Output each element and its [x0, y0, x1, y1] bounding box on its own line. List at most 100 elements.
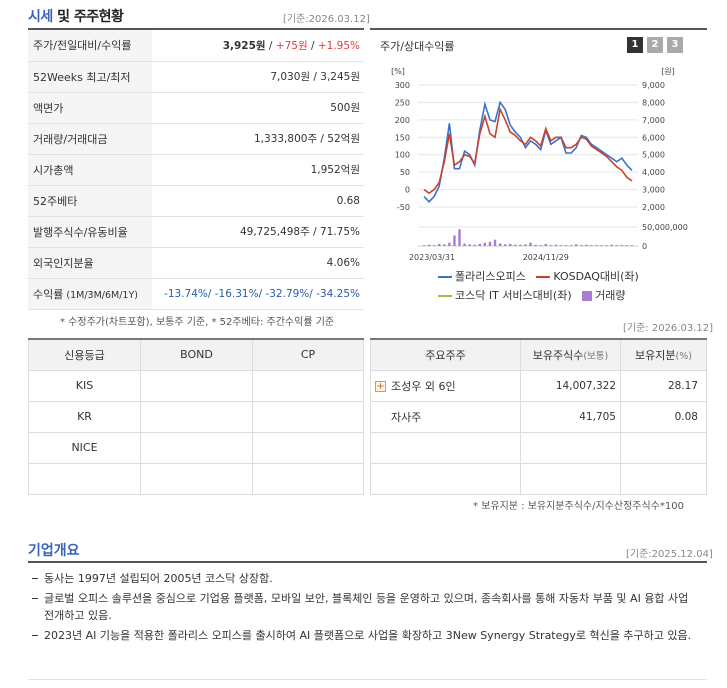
info-value: 7,030원 / 3,245원	[152, 61, 364, 93]
legend-swatch-s1	[438, 276, 452, 278]
info-label-text: 52주베타	[33, 194, 78, 208]
holder-shares	[520, 462, 621, 495]
legend-item-s2: KOSDAQ대비(좌)	[536, 270, 639, 283]
holders-header-shares-text: 보유주식수	[532, 348, 584, 362]
right-tick-label: 9,000	[642, 81, 665, 90]
info-label-text: 외국인지분율	[33, 256, 94, 270]
info-row: 52Weeks 최고/최저 7,030원 / 3,245원	[28, 61, 364, 93]
credit-row	[28, 462, 364, 495]
info-value: 500원	[152, 92, 364, 124]
info-label: 시가총액	[28, 154, 152, 186]
holder-row: + 조성우 외 6인 14,007,322 28.17	[370, 369, 707, 402]
info-value-text: 4.06%	[326, 256, 360, 269]
holders-header-shares-sub: (보통)	[583, 350, 609, 362]
credit-header: 신용등급	[28, 338, 141, 371]
price-value: 3,925원	[222, 39, 266, 52]
volume-bar	[498, 243, 502, 246]
overview-divider	[28, 561, 707, 563]
header-divider	[28, 28, 364, 30]
holders-header-pct: 보유지분(%)	[620, 338, 707, 371]
volume-bar	[519, 244, 522, 246]
volume-bar	[427, 244, 431, 246]
right-axis-unit: [원]	[661, 67, 675, 76]
price-chart: [%] [원] 300 250 200 150 100 50 0 -50 9,000 8,000 7,0…	[391, 67, 688, 262]
credit-cell: KR	[28, 400, 141, 433]
volume-bar	[463, 243, 466, 246]
volume-bar	[625, 245, 629, 246]
volume-bar	[422, 245, 426, 246]
overview-date: [기준:2025.12.04]	[626, 549, 713, 560]
info-label-text: 액면가	[33, 101, 64, 115]
volume-bar	[554, 244, 558, 246]
info-label: 52Weeks 최고/최저	[28, 61, 152, 93]
volume-bar	[559, 245, 563, 246]
volume-bar	[443, 244, 446, 246]
holder-name-cell: 자사주	[370, 400, 521, 433]
holder-name: 자사주	[391, 410, 422, 424]
holders-note: * 보유지분 : 보유지분주식수/지수산정주식수*100	[473, 501, 684, 512]
info-value: -13.74%/ -16.31%/ -32.79%/ -34.25%	[152, 278, 364, 310]
volume-bar	[493, 239, 497, 246]
overview-item: 2023년 AI 기능을 적용한 폴라리스 오피스를 출시하여 AI 플랫폼으로…	[30, 627, 700, 644]
holder-shares: 41,705	[520, 400, 621, 433]
info-row: 수익률 (1M/3M/6M/1Y) -13.74%/ -16.31%/ -32.79…	[28, 278, 364, 310]
info-value-text: 0.68	[336, 194, 360, 207]
holder-name[interactable]: 조성우 외 6인	[391, 379, 456, 393]
volume-tick-label: 0	[642, 242, 647, 251]
volume-bar	[569, 245, 573, 246]
info-label-text: 주가/전일대비/수익률	[33, 39, 132, 53]
volume-bar	[590, 245, 593, 246]
chart-page-2[interactable]: 2	[647, 37, 663, 53]
credit-cell	[252, 369, 364, 402]
volume-bar	[488, 241, 492, 246]
legend-swatch-s3	[438, 295, 452, 297]
volume-bar	[544, 243, 547, 246]
legend-swatch-s4	[582, 291, 593, 301]
volume-bar	[524, 244, 527, 246]
volume-bar	[509, 243, 512, 246]
right-tick-label: 3,000	[642, 186, 665, 195]
volume-bar	[453, 235, 456, 246]
info-value: 1,952억원	[152, 154, 364, 186]
volume-bar	[483, 242, 487, 246]
credit-cell	[140, 431, 253, 464]
info-label: 발행주식수/유동비율	[28, 216, 152, 248]
credit-rating-table: 신용등급 BOND CP KIS KR NICE	[28, 338, 364, 495]
info-value: 3,925원 / +75원 / +1.95%	[152, 30, 364, 62]
credit-row: NICE	[28, 431, 364, 464]
info-label-text: 발행주식수/유동비율	[33, 225, 128, 239]
legend-label-s1: 폴라리스오피스	[455, 270, 526, 283]
info-value-text: 7,030원 / 3,245원	[270, 71, 360, 83]
price-change: +75원	[275, 39, 308, 52]
right-tick-label: 5,000	[642, 151, 665, 160]
holder-shares	[520, 431, 621, 464]
chart-page-3[interactable]: 3	[667, 37, 683, 53]
volume-bar	[574, 244, 578, 246]
overview-title: 기업개요	[28, 543, 80, 559]
credit-cell	[28, 462, 141, 495]
holder-pct: 28.17	[620, 369, 707, 402]
section-title: 시세 및 주주현황	[28, 6, 124, 26]
credit-cell	[252, 400, 364, 433]
info-label-text: 수익률	[33, 287, 64, 301]
volume-bar	[458, 229, 461, 246]
info-row: 거래량/거래대금 1,333,800주 / 52억원	[28, 123, 364, 155]
holder-pct	[620, 431, 707, 464]
credit-cell	[252, 462, 364, 495]
holder-row: 자사주 41,705 0.08	[370, 400, 707, 433]
volume-bar	[610, 244, 613, 246]
info-row: 액면가 500원	[28, 92, 364, 124]
legend-label-s2: KOSDAQ대비(좌)	[553, 270, 639, 283]
credit-header: BOND	[140, 338, 253, 371]
left-tick-label: 50	[400, 168, 410, 177]
volume-bar	[620, 245, 624, 246]
volume-bar	[539, 245, 542, 246]
x-tick-label: 2023/03/31	[409, 253, 455, 262]
info-row: 시가총액 1,952억원	[28, 154, 364, 186]
chart-page-1[interactable]: 1	[627, 37, 643, 53]
volume-bar	[503, 244, 507, 246]
overview-item: 글로벌 오피스 솔루션을 중심으로 기업용 플랫폼, 모바일 보안, 블록체인 …	[30, 590, 700, 624]
volume-bar	[468, 244, 471, 246]
holder-name-cell	[370, 431, 521, 464]
expand-plus-icon[interactable]: +	[375, 381, 386, 392]
